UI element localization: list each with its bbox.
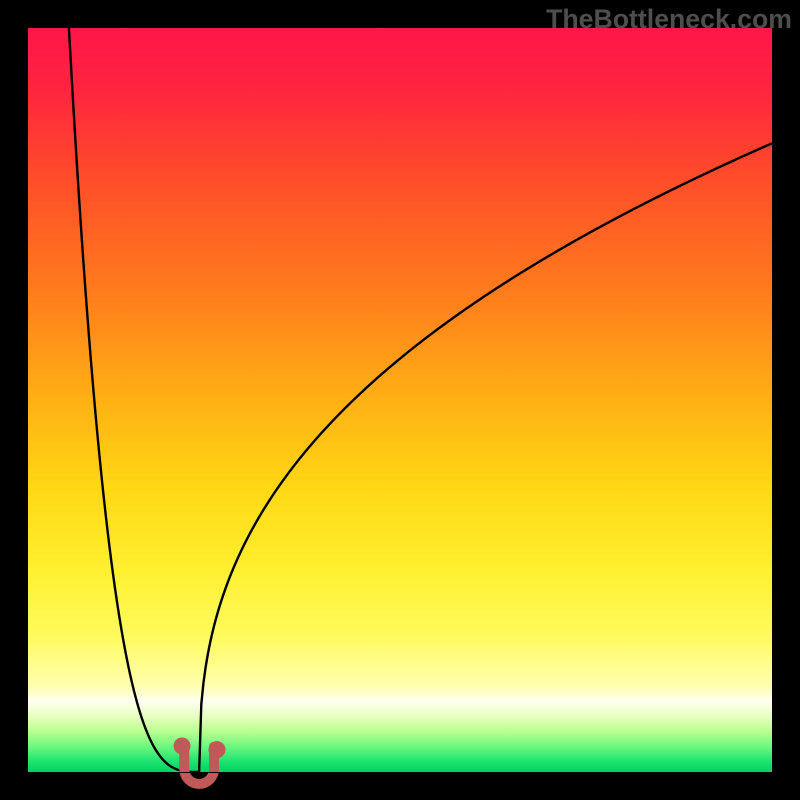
valley-end-dot-1 [208, 741, 225, 758]
gradient-background [28, 28, 772, 772]
chart-svg [0, 0, 800, 800]
chart-stage: TheBottleneck.com [0, 0, 800, 800]
valley-end-dot-0 [174, 737, 191, 754]
